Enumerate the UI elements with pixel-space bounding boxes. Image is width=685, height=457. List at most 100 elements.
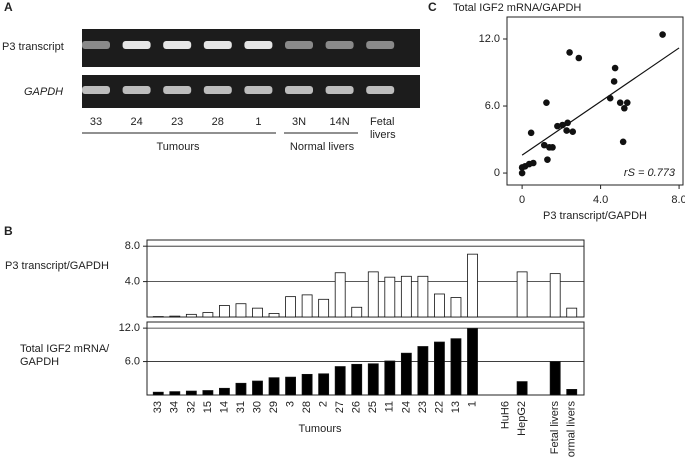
bar bbox=[351, 363, 363, 396]
point bbox=[575, 54, 583, 62]
gel-lane-label: 28 bbox=[212, 116, 224, 128]
bar bbox=[566, 389, 578, 396]
bar bbox=[235, 303, 247, 318]
x-tick-label: 4.0 bbox=[593, 194, 608, 206]
gel-band bbox=[366, 41, 395, 49]
bar bbox=[152, 391, 164, 396]
x-tick-label: 33 bbox=[152, 401, 164, 413]
gel-lane-label: 24 bbox=[130, 116, 142, 128]
panel-label: A bbox=[4, 0, 13, 14]
x-tick-label: 27 bbox=[334, 401, 346, 413]
bar bbox=[450, 338, 462, 396]
x-tick-label: 32 bbox=[185, 401, 197, 413]
x-tick-label: 8.0 bbox=[671, 194, 685, 206]
bar bbox=[301, 294, 313, 318]
bar bbox=[516, 381, 528, 396]
x-tick-label: 11 bbox=[384, 401, 396, 412]
bar bbox=[268, 377, 280, 396]
y-tick-label: 12.0 bbox=[119, 322, 140, 334]
gel-band bbox=[285, 41, 313, 49]
bar bbox=[301, 373, 313, 396]
bar bbox=[400, 275, 412, 318]
x-tick-label: 0 bbox=[519, 194, 525, 206]
point bbox=[543, 99, 550, 106]
x-tick-label: Normal livers bbox=[566, 401, 578, 457]
y-tick-label: 8.0 bbox=[125, 240, 140, 252]
bar bbox=[169, 391, 181, 396]
gel-lane-label: 3N bbox=[292, 116, 306, 128]
x-tick-label: 31 bbox=[235, 401, 247, 413]
bar bbox=[252, 307, 263, 318]
bar bbox=[169, 315, 181, 318]
x-tick-label: HuH6 bbox=[499, 401, 511, 429]
bar bbox=[268, 313, 280, 318]
point bbox=[569, 128, 577, 136]
bar bbox=[318, 373, 330, 396]
x-tick-label: 34 bbox=[169, 401, 181, 413]
plot-frame bbox=[146, 321, 585, 396]
gel-band bbox=[82, 41, 110, 49]
gel-band bbox=[285, 86, 313, 94]
x-axis-label: Tumours bbox=[299, 423, 342, 435]
gel-band bbox=[82, 86, 110, 94]
bar bbox=[367, 271, 379, 318]
x-tick-label: 23 bbox=[417, 401, 429, 413]
group-label: Tumours bbox=[157, 141, 200, 153]
gel-band bbox=[163, 41, 192, 49]
point bbox=[518, 169, 526, 177]
point bbox=[554, 122, 561, 130]
gel-row-label: GAPDH bbox=[24, 86, 63, 98]
y-axis-label: P3 transcript/GAPDH bbox=[5, 260, 109, 272]
point bbox=[659, 31, 666, 38]
bar bbox=[384, 276, 396, 318]
point bbox=[563, 127, 570, 134]
x-tick-label: 13 bbox=[450, 401, 462, 413]
y-tick-label: 4.0 bbox=[125, 276, 140, 288]
bar bbox=[202, 390, 214, 396]
point bbox=[621, 104, 628, 112]
gel-lane-label: 14N bbox=[330, 116, 350, 128]
x-tick-label: 14 bbox=[218, 401, 230, 413]
bar bbox=[434, 293, 445, 318]
bar bbox=[467, 253, 478, 318]
bar bbox=[434, 341, 445, 396]
plot-frame bbox=[506, 16, 684, 186]
point bbox=[544, 156, 551, 163]
bar bbox=[549, 273, 561, 318]
gel-lane-label: Fetal livers bbox=[370, 116, 396, 141]
point bbox=[616, 99, 624, 106]
bar bbox=[367, 363, 379, 396]
point bbox=[527, 129, 535, 137]
bar bbox=[384, 360, 396, 396]
bar bbox=[219, 387, 230, 396]
point bbox=[623, 99, 631, 106]
group-label: Normal livers bbox=[290, 141, 355, 153]
point bbox=[619, 138, 627, 146]
x-tick-label: 29 bbox=[268, 401, 280, 413]
bar bbox=[185, 390, 197, 396]
gel-band bbox=[163, 86, 192, 94]
point bbox=[540, 141, 548, 149]
gel-band bbox=[203, 86, 232, 94]
point bbox=[549, 144, 556, 151]
bar bbox=[351, 306, 363, 318]
y-tick-label: 0 bbox=[494, 167, 500, 179]
bar bbox=[566, 307, 578, 318]
bar bbox=[318, 298, 330, 318]
gel-band bbox=[366, 86, 395, 94]
gel-lane-label: 1 bbox=[255, 116, 261, 128]
y-tick-label: 6.0 bbox=[485, 100, 500, 112]
point bbox=[610, 78, 618, 85]
bar bbox=[516, 271, 528, 318]
bar bbox=[202, 312, 214, 318]
x-tick-label: 24 bbox=[400, 401, 412, 413]
x-tick-label: 26 bbox=[351, 401, 363, 413]
chart-title: Total IGF2 mRNA/GAPDH bbox=[453, 2, 581, 14]
gel-band bbox=[244, 41, 273, 49]
plot-frame bbox=[146, 239, 585, 318]
x-tick-label: 22 bbox=[433, 401, 445, 413]
bar bbox=[235, 382, 247, 396]
x-tick-label: 15 bbox=[202, 401, 214, 413]
